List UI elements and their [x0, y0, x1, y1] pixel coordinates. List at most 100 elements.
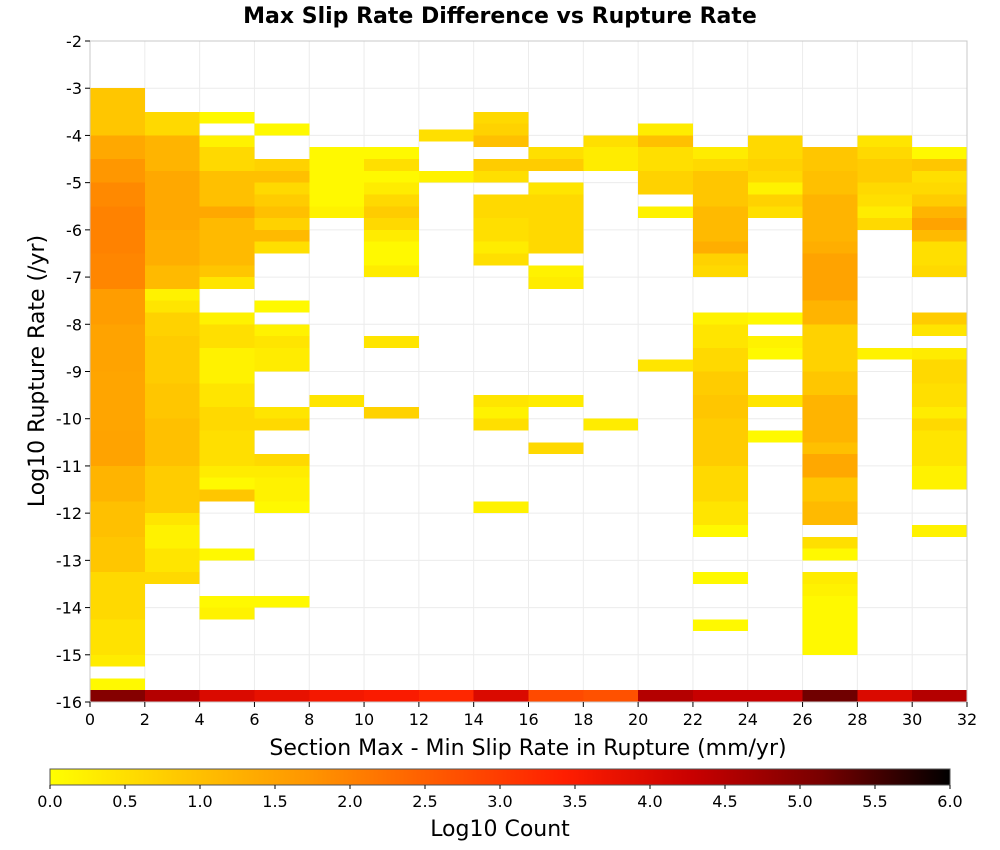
- heatmap-cell: [364, 170, 419, 183]
- heatmap-cell: [692, 690, 748, 702]
- heatmap-cell: [528, 265, 584, 278]
- heatmap-cell: [473, 170, 529, 183]
- heatmap-cell: [473, 418, 529, 431]
- heatmap-cell: [912, 465, 967, 490]
- heatmap-cell: [309, 147, 365, 207]
- heatmap-cell: [199, 135, 255, 148]
- heatmap-cell: [144, 265, 200, 289]
- heatmap-cell: [90, 206, 145, 254]
- heatmap-cell: [144, 336, 200, 384]
- heatmap-cell: [912, 430, 967, 466]
- colorbar-tick-label: 2.5: [412, 792, 437, 811]
- y-tick-label: -5: [66, 174, 82, 193]
- y-tick-label: -12: [56, 504, 82, 523]
- heatmap-cell: [857, 218, 913, 230]
- heatmap-cell: [144, 418, 200, 466]
- heatmap-cell: [528, 442, 584, 455]
- heatmap-cell: [912, 182, 967, 195]
- heatmap-cell: [747, 182, 803, 195]
- heatmap-cell: [144, 465, 200, 514]
- heatmap-cell: [254, 218, 310, 230]
- heatmap-cell: [912, 524, 967, 537]
- heatmap-cell: [254, 336, 310, 348]
- y-tick-label: -11: [56, 457, 82, 476]
- x-axis-ticks: 0 2 4 6 8 10 12 14 16 18 20 22 24 26 28 30 32: [85, 702, 977, 729]
- x-tick-label: 24: [738, 710, 758, 729]
- heatmap-cell: [692, 206, 748, 242]
- heatmap-cell: [364, 194, 419, 207]
- heatmap-cell: [90, 619, 145, 655]
- x-tick-label: 2: [140, 710, 150, 729]
- heatmap-cell: [90, 430, 145, 466]
- heatmap-cell: [473, 123, 529, 136]
- heatmap-cell: [199, 170, 255, 207]
- y-tick-label: -14: [56, 599, 82, 618]
- heatmap-cell: [912, 359, 967, 384]
- heatmap-cell: [90, 253, 145, 289]
- heatmap-cell: [144, 572, 200, 584]
- heatmap-cell: [638, 170, 693, 195]
- x-tick-label: 12: [409, 710, 429, 729]
- heatmap-cell: [473, 111, 529, 124]
- heatmap-cell: [692, 572, 748, 584]
- heatmap-cell: [802, 241, 858, 254]
- heatmap-cell: [199, 477, 255, 490]
- y-tick-label: -15: [56, 646, 82, 665]
- x-tick-label: 32: [957, 710, 977, 729]
- heatmap-cell: [144, 513, 200, 525]
- heatmap-cell: [90, 324, 145, 372]
- colorbar-tick-label: 4.5: [712, 792, 737, 811]
- heatmap-cell: [692, 159, 748, 171]
- heatmap-cell: [90, 159, 145, 183]
- heatmap-cell: [638, 135, 693, 148]
- heatmap-cell: [199, 383, 255, 407]
- colorbar-tick-label: 4.0: [637, 792, 662, 811]
- heatmap-cell: [254, 324, 310, 337]
- heatmap-cell: [199, 465, 255, 478]
- colorbar-tick-label: 6.0: [937, 792, 962, 811]
- heatmap-cell: [199, 406, 255, 431]
- heatmap-cell: [692, 395, 748, 419]
- heatmap-cell: [254, 206, 310, 219]
- heatmap-cell: [692, 619, 748, 632]
- heatmap-cell: [90, 654, 145, 667]
- heatmap-cell: [912, 241, 967, 266]
- x-tick-label: 18: [573, 710, 593, 729]
- heatmap-cell: [583, 418, 639, 431]
- heatmap-cell: [254, 159, 310, 171]
- heatmap-cell: [473, 194, 529, 219]
- heatmap-cell: [692, 147, 748, 160]
- heatmap-cell: [912, 229, 967, 242]
- heatmap-cell: [857, 147, 913, 160]
- heatmap-cell: [364, 336, 419, 348]
- y-tick-label: -9: [66, 363, 82, 382]
- heatmap-cell: [254, 595, 310, 608]
- x-tick-label: 22: [683, 710, 703, 729]
- x-tick-label: 20: [628, 710, 648, 729]
- heatmap-cell: [90, 690, 145, 702]
- heatmap-cell: [583, 147, 639, 171]
- heatmap-cell: [254, 454, 310, 466]
- heatmap-cell: [638, 206, 693, 219]
- heatmap-cell: [473, 218, 529, 242]
- heatmap-cell: [747, 430, 803, 443]
- colorbar: [49, 768, 951, 786]
- heatmap-cell: [144, 690, 200, 702]
- y-tick-label: -6: [66, 221, 82, 240]
- heatmap-cell: [528, 159, 584, 171]
- heatmap-cell: [802, 147, 858, 171]
- y-tick-label: -8: [66, 315, 82, 334]
- heatmap-cell: [199, 690, 255, 702]
- colorbar-tick-label: 5.0: [787, 792, 812, 811]
- heatmap-cell: [802, 631, 858, 655]
- x-tick-label: 30: [902, 710, 922, 729]
- heatmap-cell: [90, 465, 145, 502]
- heatmap-cell: [364, 218, 419, 230]
- x-tick-label: 10: [354, 710, 374, 729]
- heatmap-cell: [254, 465, 310, 478]
- heatmap-cell: [638, 359, 693, 372]
- heatmap-cell: [857, 206, 913, 219]
- heatmap-cell: [802, 288, 858, 301]
- heatmap-cell: [747, 347, 803, 360]
- heatmap-cell: [638, 123, 693, 136]
